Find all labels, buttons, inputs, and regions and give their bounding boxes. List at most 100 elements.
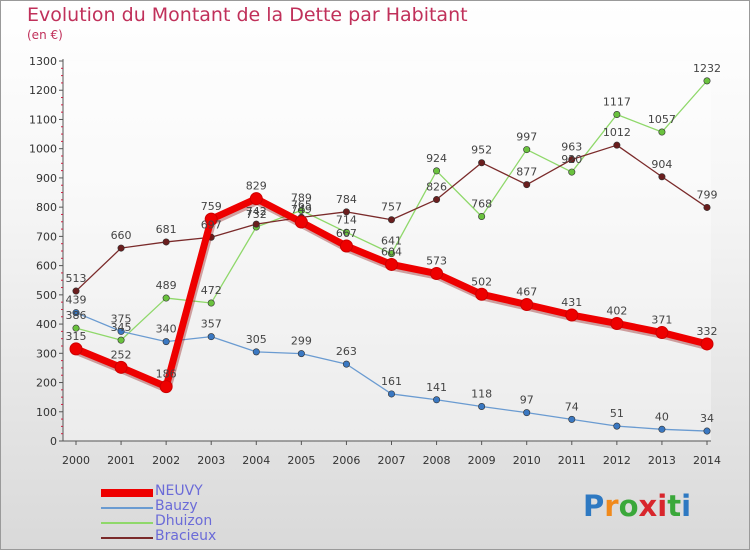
point-bauzy — [342, 360, 350, 368]
point-dhuizon — [658, 128, 666, 136]
point-neuvy — [655, 326, 669, 340]
y-tick-label: 0 — [50, 435, 57, 448]
data-label-bauzy: 161 — [381, 375, 402, 388]
data-label-bracieux: 799 — [697, 188, 718, 201]
data-label-neuvy: 467 — [516, 285, 537, 298]
point-bauzy — [613, 422, 621, 430]
y-tick-label: 1100 — [29, 113, 57, 126]
logo-letter: t — [667, 489, 682, 523]
y-tick-label: 700 — [36, 230, 57, 243]
y-tick-label: 800 — [36, 201, 57, 214]
x-tick-label: 2002 — [152, 454, 180, 467]
legend-label-dhuizon: Dhuizon — [155, 513, 213, 529]
logo-letter: P — [583, 489, 605, 523]
point-bracieux — [658, 173, 666, 181]
point-bauzy — [162, 338, 170, 346]
point-bracieux — [613, 141, 621, 149]
point-bracieux — [433, 196, 441, 204]
point-bracieux — [478, 159, 486, 167]
point-dhuizon — [433, 167, 441, 175]
data-label-neuvy: 829 — [246, 180, 267, 193]
point-neuvy — [610, 316, 624, 330]
legend-swatch-bracieux — [101, 537, 153, 539]
data-label-bracieux: 904 — [651, 158, 672, 171]
point-neuvy — [700, 337, 714, 351]
x-tick-label: 2009 — [468, 454, 496, 467]
point-dhuizon — [72, 324, 80, 332]
logo-letter: x — [638, 489, 658, 523]
data-label-dhuizon: 489 — [156, 279, 177, 292]
data-label-neuvy: 315 — [66, 330, 87, 343]
point-neuvy — [114, 360, 128, 374]
chart-subtitle: (en €) — [27, 28, 63, 42]
data-label-bauzy: 51 — [610, 407, 624, 420]
data-label-neuvy: 332 — [697, 325, 718, 338]
logo-letter: o — [618, 489, 639, 523]
chart-title: Evolution du Montant de la Dette par Hab… — [27, 4, 468, 26]
point-dhuizon — [523, 146, 531, 154]
data-label-bracieux: 877 — [516, 166, 537, 179]
point-dhuizon — [297, 206, 305, 214]
data-label-bauzy: 118 — [471, 388, 492, 401]
y-tick-label: 1300 — [29, 55, 57, 68]
point-bracieux — [117, 244, 125, 252]
data-label-bauzy: 263 — [336, 345, 357, 358]
point-bauzy — [252, 348, 260, 356]
point-dhuizon — [478, 213, 486, 221]
data-label-neuvy: 431 — [561, 296, 582, 309]
point-bauzy — [207, 333, 215, 341]
data-label-bracieux: 952 — [471, 144, 492, 157]
data-label-bauzy: 299 — [291, 335, 312, 348]
legend-label-bracieux: Bracieux — [155, 528, 217, 544]
point-bracieux — [162, 238, 170, 246]
point-neuvy — [385, 257, 398, 271]
point-dhuizon — [162, 294, 170, 302]
data-label-neuvy: 667 — [336, 227, 357, 240]
data-label-bracieux: 757 — [381, 201, 402, 214]
data-label-neuvy: 749 — [291, 203, 312, 216]
data-label-bauzy: 340 — [156, 323, 177, 336]
point-neuvy — [159, 380, 173, 394]
data-label-dhuizon: 345 — [111, 321, 132, 334]
data-label-neuvy: 604 — [381, 245, 402, 258]
data-label-bauzy: 97 — [520, 394, 534, 407]
x-tick-label: 2001 — [107, 454, 135, 467]
data-label-dhuizon: 714 — [336, 213, 357, 226]
point-bracieux — [703, 203, 711, 211]
data-label-bauzy: 74 — [565, 400, 579, 413]
y-tick-label: 400 — [36, 318, 57, 331]
data-label-bracieux: 826 — [426, 181, 447, 194]
point-bauzy — [117, 327, 125, 335]
data-label-bauzy: 34 — [700, 412, 714, 425]
x-tick-label: 2011 — [558, 454, 586, 467]
legend-swatch-bauzy — [101, 507, 153, 509]
data-label-neuvy: 759 — [201, 200, 222, 213]
point-neuvy — [565, 308, 579, 322]
x-tick-label: 2000 — [62, 454, 90, 467]
legend-label-neuvy: NEUVY — [155, 483, 203, 499]
legend-swatch-dhuizon — [101, 522, 153, 524]
point-neuvy — [339, 239, 353, 253]
point-neuvy — [430, 267, 444, 281]
x-tick-label: 2006 — [332, 454, 360, 467]
data-label-dhuizon: 732 — [246, 208, 267, 221]
y-tick-label: 500 — [36, 289, 57, 302]
x-tick-label: 2004 — [242, 454, 270, 467]
y-tick-label: 300 — [36, 347, 57, 360]
y-tick-label: 1200 — [29, 84, 57, 97]
data-label-dhuizon: 641 — [381, 235, 402, 248]
data-label-neuvy: 573 — [426, 255, 447, 268]
point-bauzy — [658, 425, 666, 433]
data-label-bauzy: 439 — [66, 294, 87, 307]
point-dhuizon — [613, 110, 621, 118]
proxiti-logo: Proxiti — [583, 489, 691, 523]
data-label-bracieux: 765 — [291, 198, 312, 211]
point-bracieux — [252, 220, 260, 228]
x-tick-label: 2008 — [423, 454, 451, 467]
point-bracieux — [387, 216, 395, 224]
data-label-bauzy: 375 — [111, 312, 132, 325]
data-label-neuvy: 371 — [651, 314, 672, 327]
point-bauzy — [297, 350, 305, 358]
data-label-bracieux: 742 — [246, 205, 267, 218]
